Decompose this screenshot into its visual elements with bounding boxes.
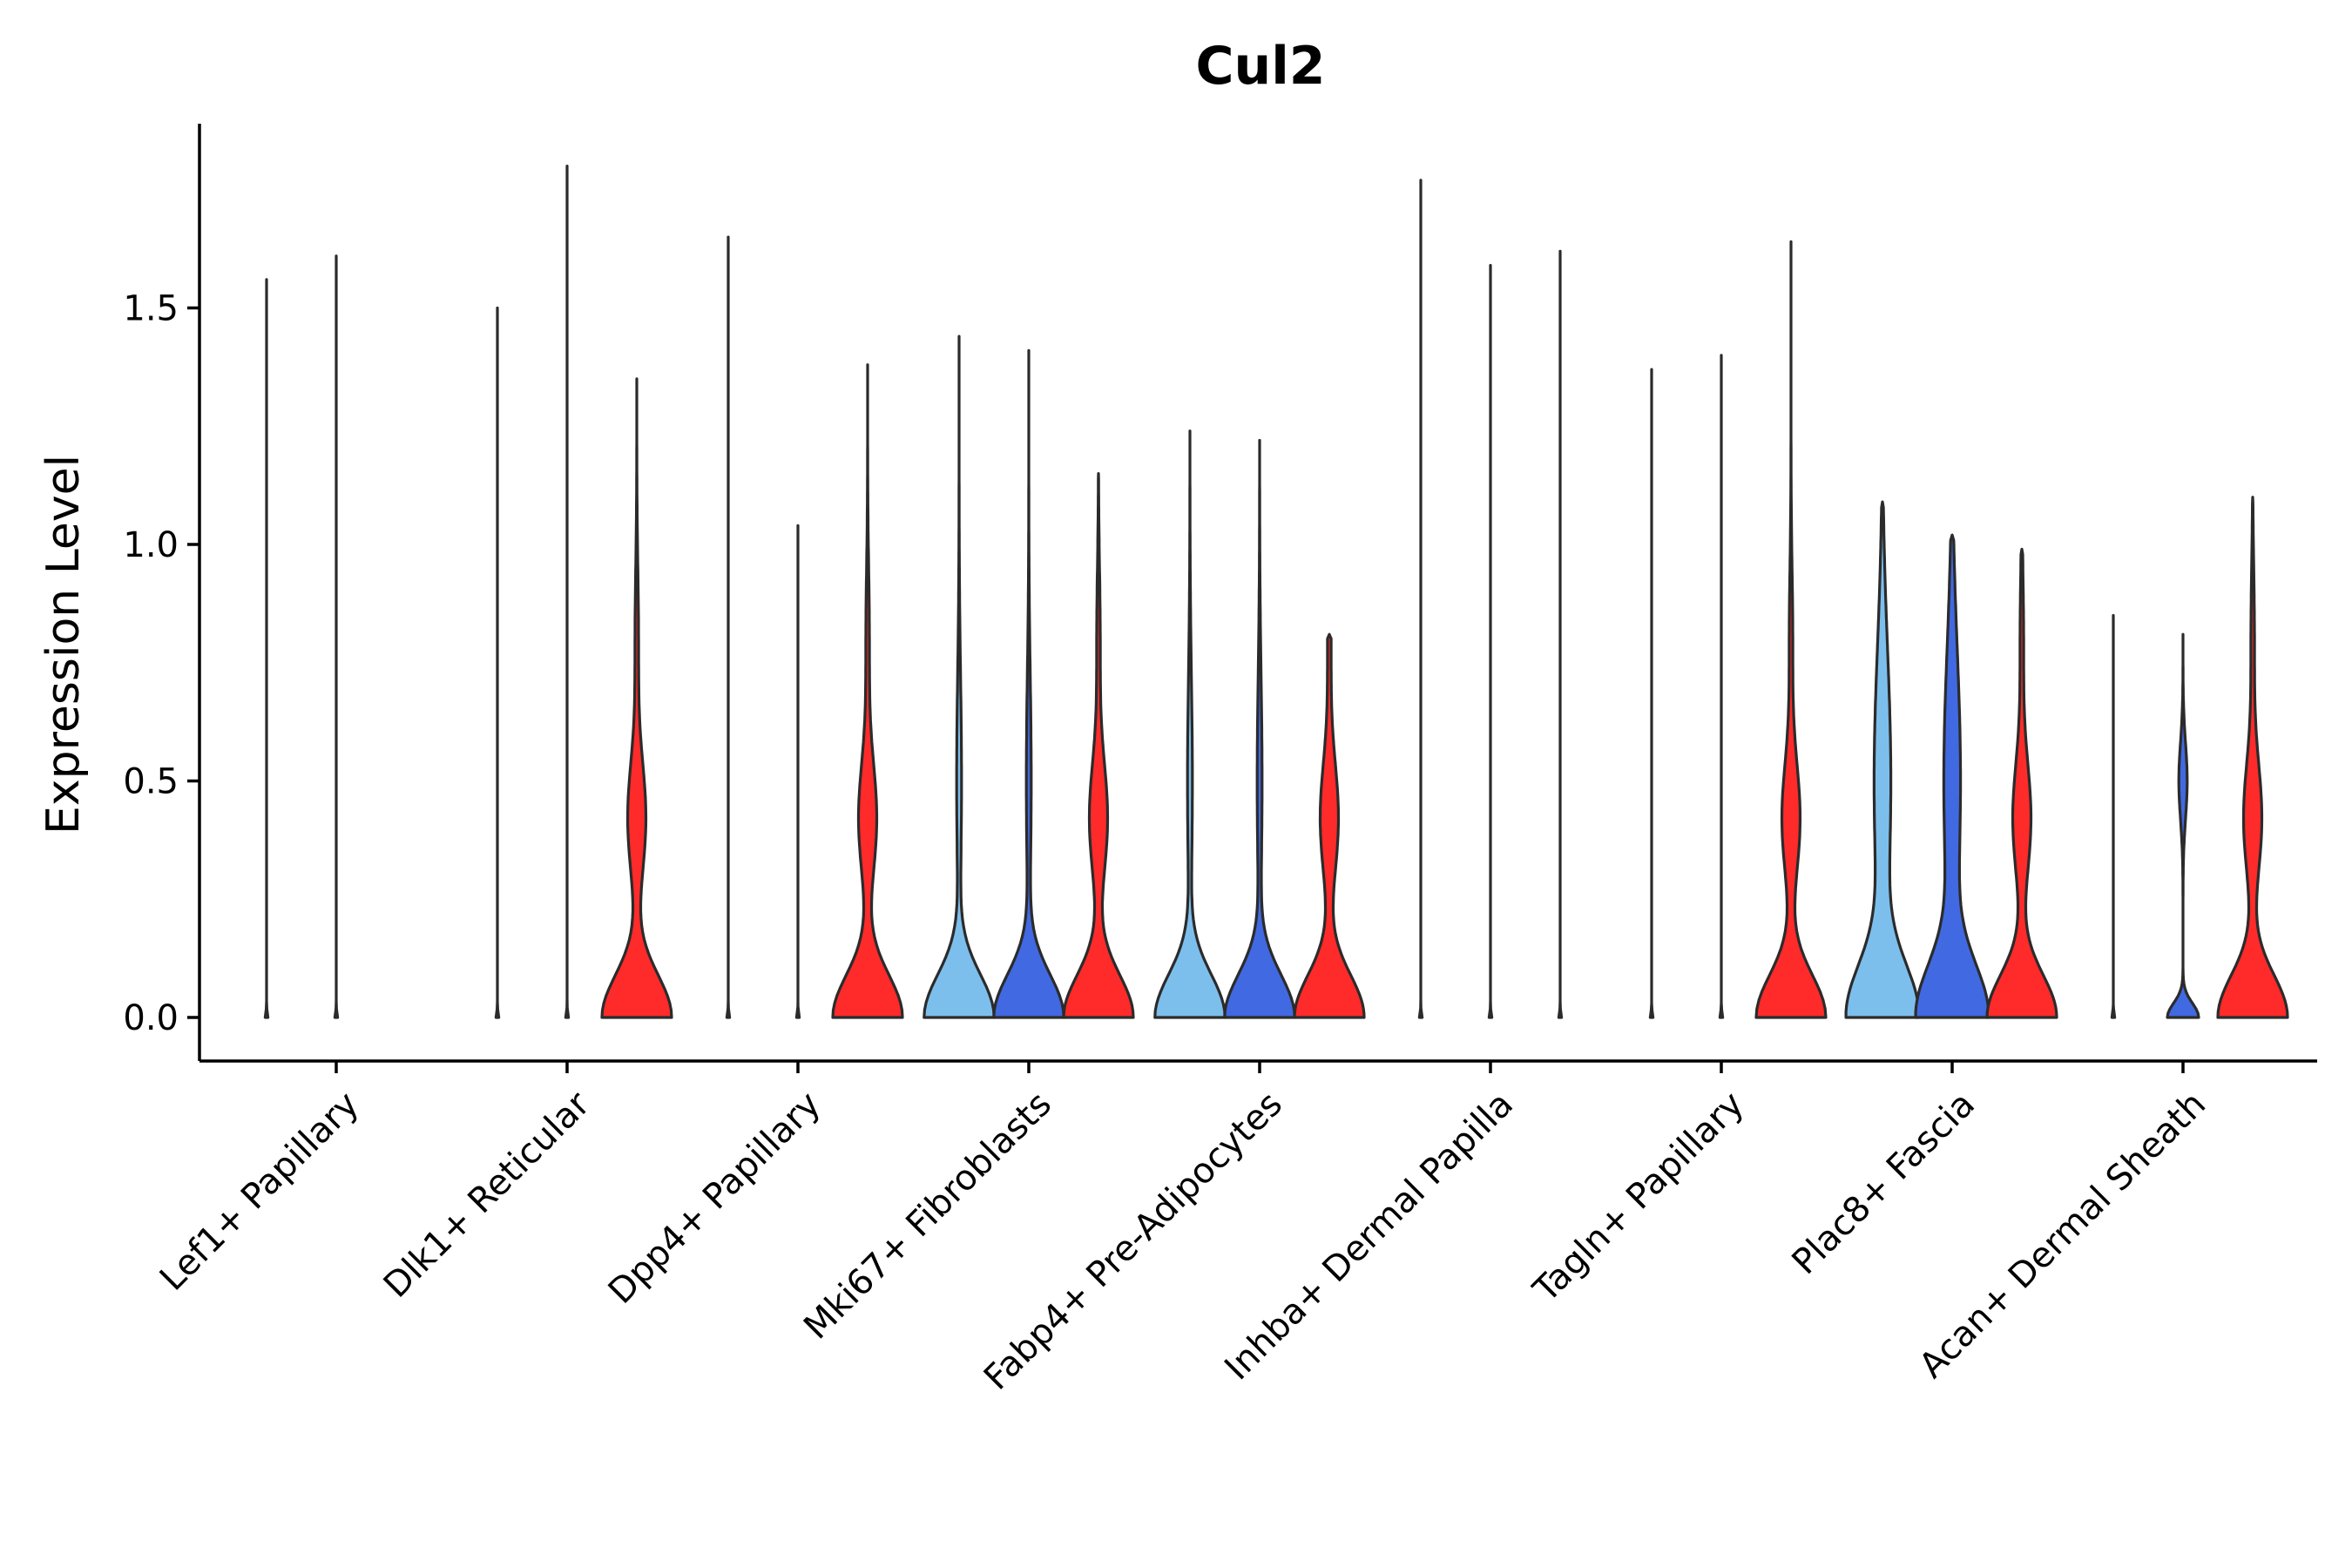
violin-5-1 xyxy=(1153,429,1227,1019)
x-tick-label: Tagln+ Papillary xyxy=(1525,1085,1752,1311)
violin-2-1 xyxy=(494,306,501,1019)
violin-4-3 xyxy=(1062,472,1135,1019)
violin-6-1 xyxy=(1417,179,1424,1019)
y-tick-label: 1.5 xyxy=(123,289,179,329)
x-tick-label: Mki67+ Fibroblasts xyxy=(796,1085,1059,1348)
y-tick-label: 0.5 xyxy=(123,762,179,802)
violin-3-1 xyxy=(725,235,732,1019)
violin-7-2 xyxy=(1718,354,1725,1019)
y-axis-label: Expression Level xyxy=(37,455,90,835)
violin-7-3 xyxy=(1754,240,1828,1019)
x-tick-label: Plac8+ Fascia xyxy=(1785,1085,1984,1283)
violin-2-2 xyxy=(564,165,571,1019)
violin-9-1 xyxy=(2110,613,2117,1019)
x-tick-label: Dlk1+ Reticular xyxy=(376,1084,598,1306)
violin-2-3 xyxy=(600,377,673,1019)
violin-9-3 xyxy=(2216,496,2289,1019)
violin-3-2 xyxy=(794,524,801,1019)
violin-7-1 xyxy=(1648,368,1655,1019)
y-tick-label: 0.0 xyxy=(123,998,179,1038)
y-tick-label: 1.0 xyxy=(123,525,179,565)
violin-4-2 xyxy=(992,348,1065,1019)
violin-5-2 xyxy=(1223,438,1296,1019)
x-axis-ticks: Lef1+ Papillary Dlk1+ Reticular Dpp4+ Papi… xyxy=(152,1061,2213,1398)
violin-8-3 xyxy=(1985,547,2058,1019)
violin-9-2 xyxy=(2166,632,2200,1019)
violin-1-2 xyxy=(333,254,340,1019)
y-axis-ticks: 0.0 0.5 1.0 1.5 xyxy=(123,289,199,1038)
plot-area xyxy=(263,165,2289,1019)
violin-6-3 xyxy=(1557,249,1564,1019)
x-tick-label: Dpp4+ Papillary xyxy=(601,1085,828,1312)
chart-title: Cul2 xyxy=(1195,36,1325,97)
violin-4-1 xyxy=(923,335,996,1019)
violin-8-2 xyxy=(1914,533,1990,1019)
violin-6-2 xyxy=(1487,264,1494,1019)
violin-3-3 xyxy=(831,363,904,1019)
x-tick-label: Lef1+ Papillary xyxy=(152,1085,367,1299)
violin-1-1 xyxy=(263,278,270,1019)
violin-5-3 xyxy=(1293,632,1366,1019)
violin-8-1 xyxy=(1844,500,1921,1019)
